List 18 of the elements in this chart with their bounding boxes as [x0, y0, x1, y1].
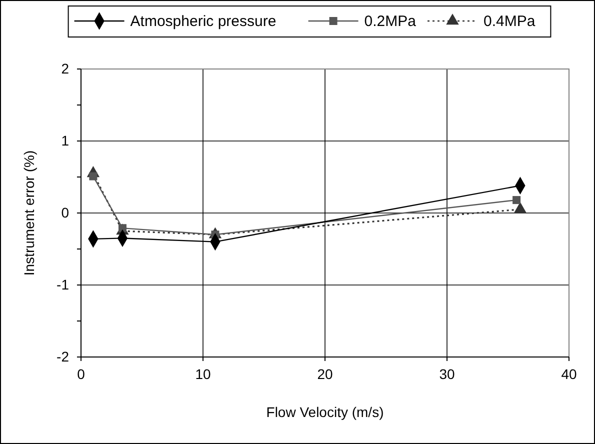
legend-label: Atmospheric pressure — [130, 13, 276, 30]
x-tick-label: 20 — [317, 366, 333, 382]
y-tick-label: 2 — [61, 60, 70, 76]
y-tick-label: -2 — [56, 348, 70, 364]
x-tick-label: 30 — [439, 366, 455, 382]
y-axis-title: Instrument error (%) — [21, 150, 37, 276]
legend-label: 0.2MPa — [364, 13, 417, 30]
legend-label: 0.4MPa — [484, 13, 536, 30]
x-axis-title: Flow Velocity (m/s) — [266, 404, 384, 420]
x-tick-label: 40 — [561, 366, 577, 382]
y-tick-label: -1 — [56, 276, 70, 292]
y-tick-label: 1 — [61, 132, 70, 148]
point — [514, 202, 527, 214]
point — [89, 172, 98, 180]
x-tick-label: 10 — [195, 366, 211, 382]
x-tick-label: 0 — [77, 366, 86, 382]
point — [512, 196, 521, 204]
y-tick-label: 0 — [61, 204, 70, 220]
